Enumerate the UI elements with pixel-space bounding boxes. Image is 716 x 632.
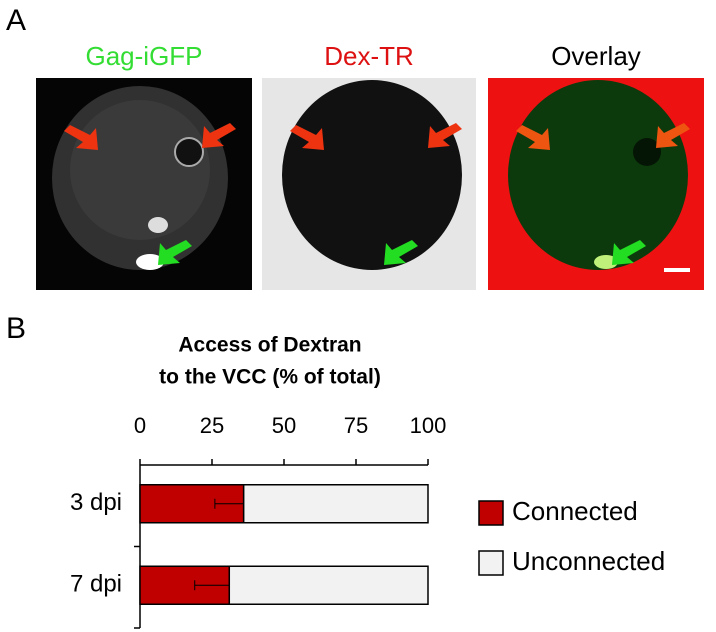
image-dex (262, 78, 476, 290)
y-tick-label: 7 dpi (70, 571, 122, 598)
bar (242, 484, 429, 524)
image-title: Dex-TR (324, 41, 414, 71)
legend-label: Unconnected (512, 546, 665, 576)
image-gfp (36, 78, 252, 290)
image-title: Overlay (551, 41, 641, 71)
x-tick-label: 100 (410, 413, 447, 438)
legend-label: Connected (512, 496, 638, 526)
x-tick-label: 25 (200, 413, 224, 438)
panel-label: A (6, 4, 26, 37)
legend-swatch (478, 500, 504, 526)
x-tick-label: 75 (344, 413, 368, 438)
x-tick-label: 50 (272, 413, 296, 438)
image-overlay (488, 78, 704, 290)
chart-title: to the VCC (% of total) (159, 366, 381, 389)
y-tick-label: 3 dpi (70, 489, 122, 516)
legend-swatch (478, 550, 504, 576)
bar (228, 565, 429, 605)
chart-title: Access of Dextran (178, 334, 361, 357)
image-title: Gag-iGFP (85, 41, 202, 71)
panel-label: B (6, 312, 26, 345)
x-tick-label: 0 (134, 413, 146, 438)
